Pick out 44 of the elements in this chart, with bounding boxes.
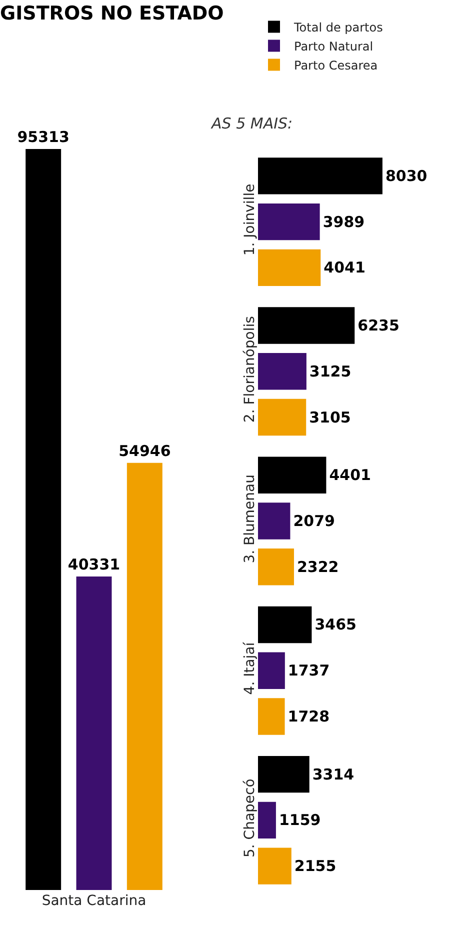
y-tick-label: 2. Florianópolis	[242, 316, 258, 423]
bar	[258, 548, 294, 586]
legend-label: Parto Cesarea	[294, 58, 378, 72]
data-label: 4041	[324, 258, 366, 277]
data-label: 6235	[358, 316, 400, 335]
data-label: 2155	[294, 857, 336, 876]
legend-label: Parto Natural	[294, 39, 374, 54]
bar	[258, 802, 276, 839]
bar	[258, 398, 306, 436]
y-tick-label: 1. Joinville	[242, 184, 258, 256]
y-tick-label: 3. Blumenau	[242, 474, 258, 564]
x-tick-label: Santa Catarina	[42, 893, 146, 909]
bar	[258, 203, 320, 240]
data-label: 3314	[312, 765, 354, 784]
data-label: 3105	[309, 408, 351, 426]
bar	[258, 456, 326, 494]
data-label: 1728	[288, 707, 330, 726]
bar	[258, 353, 306, 390]
bar	[258, 502, 290, 540]
data-label: 3465	[314, 616, 356, 634]
bar	[258, 698, 285, 735]
bar	[258, 756, 310, 793]
data-label: 54946	[118, 442, 171, 460]
data-label: 2322	[296, 558, 339, 576]
chart-title: AS 5 MAIS:	[210, 114, 293, 132]
data-label: 1159	[278, 811, 321, 830]
bar	[258, 158, 382, 194]
data-label: 4401	[329, 466, 371, 484]
bar	[258, 307, 355, 344]
data-label: 3989	[322, 212, 365, 231]
y-tick-label: 4. Itajaí	[242, 641, 258, 695]
bar	[258, 606, 312, 644]
data-label: 2079	[293, 512, 335, 530]
bar	[258, 249, 321, 286]
y-tick-label: 5. Chapecó	[242, 778, 258, 858]
data-label: 40331	[68, 555, 120, 574]
chart-title: GISTROS NO ESTADO	[0, 2, 224, 24]
data-label: 95313	[17, 128, 70, 146]
bar	[258, 652, 285, 689]
data-label: 8030	[385, 166, 428, 185]
bar	[258, 848, 292, 884]
data-label: 1737	[288, 662, 330, 680]
data-label: 3125	[309, 362, 352, 380]
legend-label: Total de partos	[293, 20, 383, 34]
